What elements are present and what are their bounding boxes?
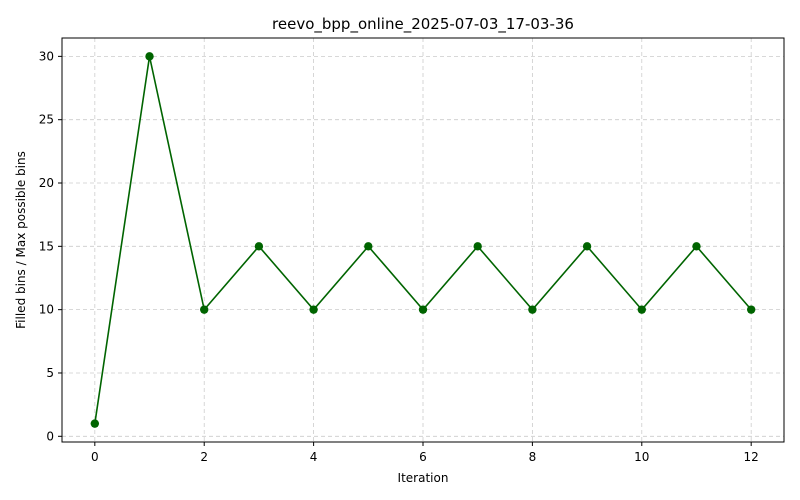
x-tick-label: 2 — [200, 450, 208, 464]
data-point — [309, 305, 318, 314]
data-point — [637, 305, 646, 314]
data-point — [145, 52, 154, 61]
data-point — [418, 305, 428, 314]
x-axis-label: Iteration — [398, 471, 449, 485]
data-point — [473, 242, 482, 251]
series-layer — [90, 52, 756, 428]
y-axis-label: Filled bins / Max possible bins — [14, 151, 28, 329]
x-tick-label: 12 — [744, 450, 759, 464]
y-axis-ticks: 0 5 10 15 20 25 30 — [39, 49, 62, 443]
x-tick-label: 0 — [91, 450, 99, 464]
data-point — [582, 242, 592, 251]
y-tick-label: 15 — [39, 239, 54, 253]
x-tick-label: 4 — [310, 450, 318, 464]
data-point — [200, 305, 209, 314]
plot-frame — [61, 37, 785, 443]
x-tick-label: 10 — [634, 450, 649, 464]
data-point — [254, 242, 264, 251]
y-tick-label: 20 — [39, 176, 54, 190]
x-tick-label: 8 — [529, 450, 537, 464]
grid-lines — [62, 38, 784, 442]
y-tick-label: 10 — [39, 303, 54, 317]
y-tick-label: 30 — [39, 49, 54, 63]
data-point — [364, 242, 373, 251]
x-axis-ticks: 0 2 4 6 8 10 12 — [91, 442, 759, 464]
data-point — [692, 242, 701, 251]
y-tick-label: 25 — [39, 113, 54, 127]
x-tick-label: 6 — [419, 450, 427, 464]
data-point — [746, 305, 756, 314]
chart-title: reevo_bpp_online_2025-07-03_17-03-36 — [272, 15, 574, 34]
data-point — [528, 305, 537, 314]
y-tick-label: 5 — [46, 366, 54, 380]
data-point — [90, 419, 100, 428]
y-tick-label: 0 — [46, 429, 54, 443]
